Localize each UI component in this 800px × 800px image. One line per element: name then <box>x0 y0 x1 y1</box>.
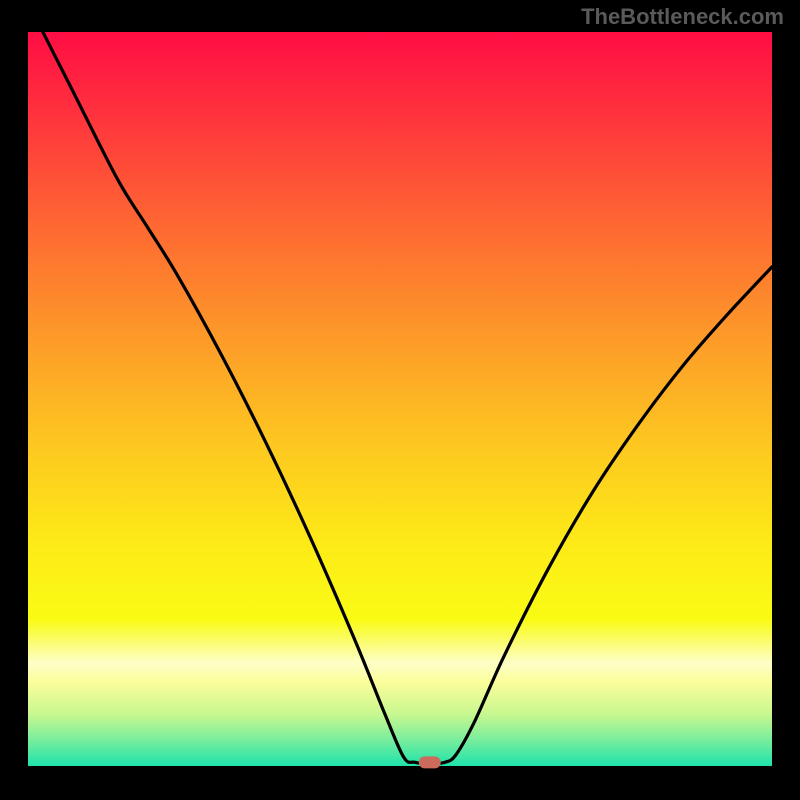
optimal-point-marker <box>419 756 441 768</box>
bottleneck-chart: TheBottleneck.com <box>0 0 800 800</box>
gradient-plot-area <box>28 32 772 766</box>
chart-svg <box>0 0 800 800</box>
watermark-text: TheBottleneck.com <box>581 4 784 30</box>
